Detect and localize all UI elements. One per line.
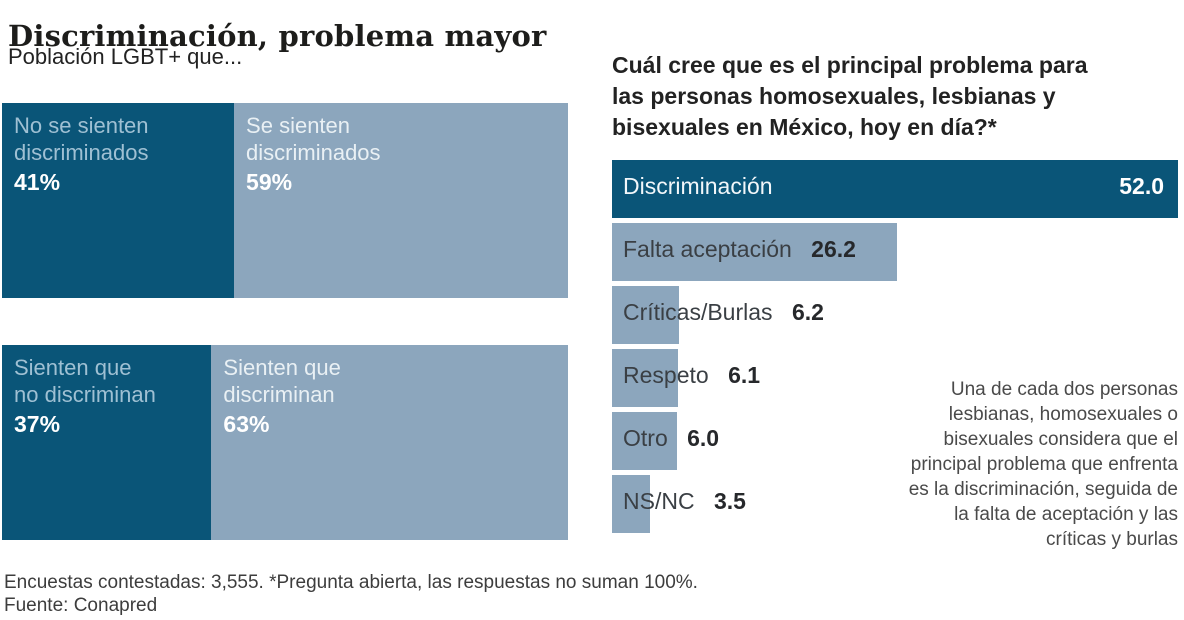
bar-row-falta-aceptacion: Falta aceptación 26.2 (612, 223, 1178, 281)
bar-text: Respeto 6.1 (623, 362, 760, 389)
bar-value: 6.1 (728, 362, 761, 388)
bar-label: NS/NC (623, 488, 695, 514)
bar-row-respeto: Respeto 6.1 (612, 349, 1178, 407)
annotation-line: Una de cada dos personas (950, 379, 1178, 400)
chart-footer: Encuestas contestadas: 3,555. *Pregunta … (4, 571, 698, 617)
segment-label-line: discriminan (223, 382, 335, 407)
bar-value: 6.0 (687, 425, 720, 451)
segment-value: 63% (223, 411, 270, 437)
bar-falta-aceptacion (612, 223, 898, 281)
bar-label: Críticas/Burlas (623, 299, 773, 325)
segment-label-line: No se sienten (14, 113, 149, 138)
footer-source: Fuente: Conapred (4, 595, 158, 616)
annotation-line: la falta de aceptación y las (954, 504, 1178, 525)
bar-row-discriminacion: Discriminación 52.0 (612, 160, 1178, 218)
segment-value: 59% (246, 169, 293, 195)
bar-nsnc (612, 475, 651, 533)
annotation-line: principal problema que enfrenta (910, 454, 1178, 475)
stacked-bar-feel-they-discriminate: Sienten que no discriminan 37% Sienten q… (2, 345, 568, 540)
segment-no-discriminan: Sienten que no discriminan 37% (2, 345, 212, 540)
segment-label-line: discriminados (14, 140, 149, 165)
bar-label: Falta aceptación (623, 236, 792, 262)
bar-value: 3.5 (713, 488, 746, 514)
segment-value: 41% (14, 169, 61, 195)
bar-text: Otro 6.0 (623, 425, 719, 452)
bar-respeto (612, 349, 679, 407)
segment-label-line: Se sienten (246, 113, 351, 138)
bar-text: Falta aceptación 26.2 (623, 236, 856, 263)
segment-label-line: Sienten que (14, 355, 132, 380)
stacked-bar-feel-discriminated: No se sienten discriminados 41% Se sient… (2, 103, 568, 298)
bar-value: 26.2 (811, 236, 856, 262)
question-line: las personas homosexuales, lesbianas y (612, 83, 1056, 109)
bar-criticas-burlas (612, 286, 680, 344)
segment-label-line: discriminados (246, 140, 381, 165)
left-chart-subtitle: Población LGBT+ que... (8, 44, 243, 69)
annotation-line: bisexuales considera que el (943, 429, 1179, 450)
annotation-line: lesbianas, homosexuales o (948, 404, 1178, 425)
footer-note: Encuestas contestadas: 3,555. *Pregunta … (4, 572, 698, 593)
bar-text: Críticas/Burlas 6.2 (623, 299, 824, 326)
segment-label-line: Sienten que (223, 355, 341, 380)
segment-label-line: no discriminan (14, 382, 156, 407)
bar-row-criticas-burlas: Críticas/Burlas 6.2 (612, 286, 1178, 344)
bar-text: NS/NC 3.5 (623, 488, 746, 515)
bar-row-nsnc: NS/NC 3.5 (612, 475, 1178, 533)
bar-row-otro: Otro 6.0 (612, 412, 1178, 470)
annotation-line: es la discriminación, seguida de (908, 479, 1178, 500)
bar-value: 6.2 (791, 299, 824, 325)
segment-se-sienten: Se sienten discriminados 59% (234, 103, 568, 298)
horizontal-bar-chart: Discriminación 52.0 Falta aceptación 26.… (612, 160, 1178, 538)
segment-no-se-sienten: No se sienten discriminados 41% (2, 103, 235, 298)
annotation-line: críticas y burlas (1046, 529, 1178, 550)
bar-text: Discriminación 52.0 (623, 173, 1164, 200)
bar-label: Discriminación (623, 173, 773, 199)
bar-value: 52.0 (1119, 173, 1164, 199)
chart-annotation: Una de cada dos personas lesbianas, homo… (838, 377, 1178, 552)
page-title: Discriminación, problema mayor (8, 19, 547, 54)
bar-discriminacion (612, 160, 1178, 218)
question-line: bisexuales en México, hoy en día?* (612, 114, 997, 140)
bar-label: Otro (623, 425, 668, 451)
segment-value: 37% (14, 411, 61, 437)
bar-label: Respeto (623, 362, 709, 388)
segment-discriminan: Sienten que discriminan 63% (211, 345, 568, 540)
right-chart-question: Cuál cree que es el principal problema p… (612, 50, 1182, 143)
question-line: Cuál cree que es el principal problema p… (612, 52, 1088, 78)
bar-otro (612, 412, 678, 470)
